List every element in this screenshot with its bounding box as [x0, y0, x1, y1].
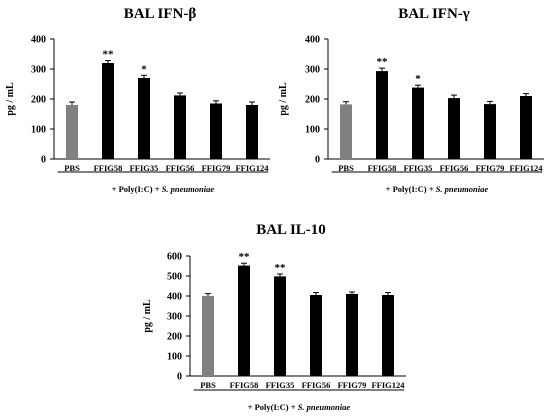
- bar: [102, 63, 114, 159]
- x-tick-label: FFIG124: [509, 163, 543, 173]
- chart-title: BAL IL-10: [256, 222, 326, 238]
- bar: [66, 105, 78, 159]
- y-axis-label: pg / mL: [278, 82, 289, 116]
- y-tick-label: 0: [41, 155, 46, 166]
- significance-marker: *: [141, 63, 147, 75]
- x-tick-label: FFIG124: [235, 163, 269, 173]
- bar: [484, 104, 496, 159]
- chart-3: BAL IL-10 0 100 200 300 400 500 600 pg / mL PBS **…: [142, 222, 406, 412]
- y-tick-label: 400: [167, 292, 182, 303]
- x-tick-label: FFIG124: [371, 380, 405, 390]
- treatment-label: + Poly(I:C) + S. pneumoniae: [386, 184, 489, 194]
- chart-1: BAL IFN-β 0 100 200 300 400 pg / mL PBS ** FFIG58…: [5, 6, 270, 194]
- x-tick-label: FFIG58: [230, 380, 259, 390]
- bar: [310, 295, 322, 376]
- bar: [274, 276, 286, 376]
- y-tick-label: 100: [305, 125, 320, 136]
- y-tick-label: 100: [167, 352, 182, 363]
- bar: [138, 78, 150, 159]
- y-axis-label: pg / mL: [142, 299, 153, 333]
- bar: [382, 295, 394, 376]
- y-tick-label: 500: [167, 272, 182, 283]
- x-tick-label: FFIG35: [404, 163, 433, 173]
- chart-2: BAL IFN-γ 0 100 200 300 400 pg / mL PBS ** FFIG58…: [278, 6, 544, 194]
- bar: [376, 71, 388, 159]
- bar: [520, 96, 532, 159]
- bar: [174, 95, 186, 159]
- y-tick-label: 300: [31, 65, 46, 76]
- bar: [238, 265, 250, 376]
- x-tick-label: PBS: [338, 163, 354, 173]
- y-tick-label: 300: [167, 312, 182, 323]
- bar: [340, 104, 352, 159]
- y-tick-label: 0: [315, 155, 320, 166]
- y-tick-label: 300: [305, 65, 320, 76]
- bar: [448, 98, 460, 159]
- y-tick-label: 400: [31, 35, 46, 46]
- significance-marker: **: [377, 56, 389, 68]
- chart-title: BAL IFN-γ: [398, 6, 470, 22]
- treatment-label: + Poly(I:C) + S. pneumoniae: [248, 402, 351, 412]
- bar: [210, 103, 222, 159]
- y-tick-label: 200: [31, 95, 46, 106]
- y-tick-label: 200: [167, 332, 182, 343]
- chart-title: BAL IFN-β: [124, 6, 197, 22]
- x-tick-label: PBS: [200, 380, 216, 390]
- y-axis-label: pg / mL: [5, 82, 16, 116]
- x-tick-label: FFIG58: [368, 163, 397, 173]
- significance-marker: **: [239, 251, 251, 263]
- bar: [202, 296, 214, 376]
- x-tick-label: FFIG56: [440, 163, 469, 173]
- x-tick-label: FFIG58: [94, 163, 123, 173]
- significance-marker: *: [415, 73, 421, 85]
- bar: [246, 105, 258, 159]
- x-tick-label: FFIG79: [476, 163, 505, 173]
- y-tick-label: 400: [305, 35, 320, 46]
- significance-marker: **: [103, 49, 115, 61]
- x-tick-label: FFIG35: [266, 380, 295, 390]
- y-tick-label: 100: [31, 125, 46, 136]
- y-tick-label: 600: [167, 252, 182, 263]
- bar: [346, 294, 358, 376]
- bar: [412, 87, 424, 159]
- x-tick-label: FFIG35: [130, 163, 159, 173]
- treatment-label: + Poly(I:C) + S. pneumoniae: [112, 184, 215, 194]
- significance-marker: **: [275, 262, 287, 274]
- x-tick-label: FFIG79: [338, 380, 367, 390]
- x-tick-label: PBS: [64, 163, 80, 173]
- x-tick-label: FFIG79: [202, 163, 231, 173]
- x-tick-label: FFIG56: [166, 163, 195, 173]
- x-tick-label: FFIG56: [302, 380, 331, 390]
- y-tick-label: 0: [177, 372, 182, 383]
- y-tick-label: 200: [305, 95, 320, 106]
